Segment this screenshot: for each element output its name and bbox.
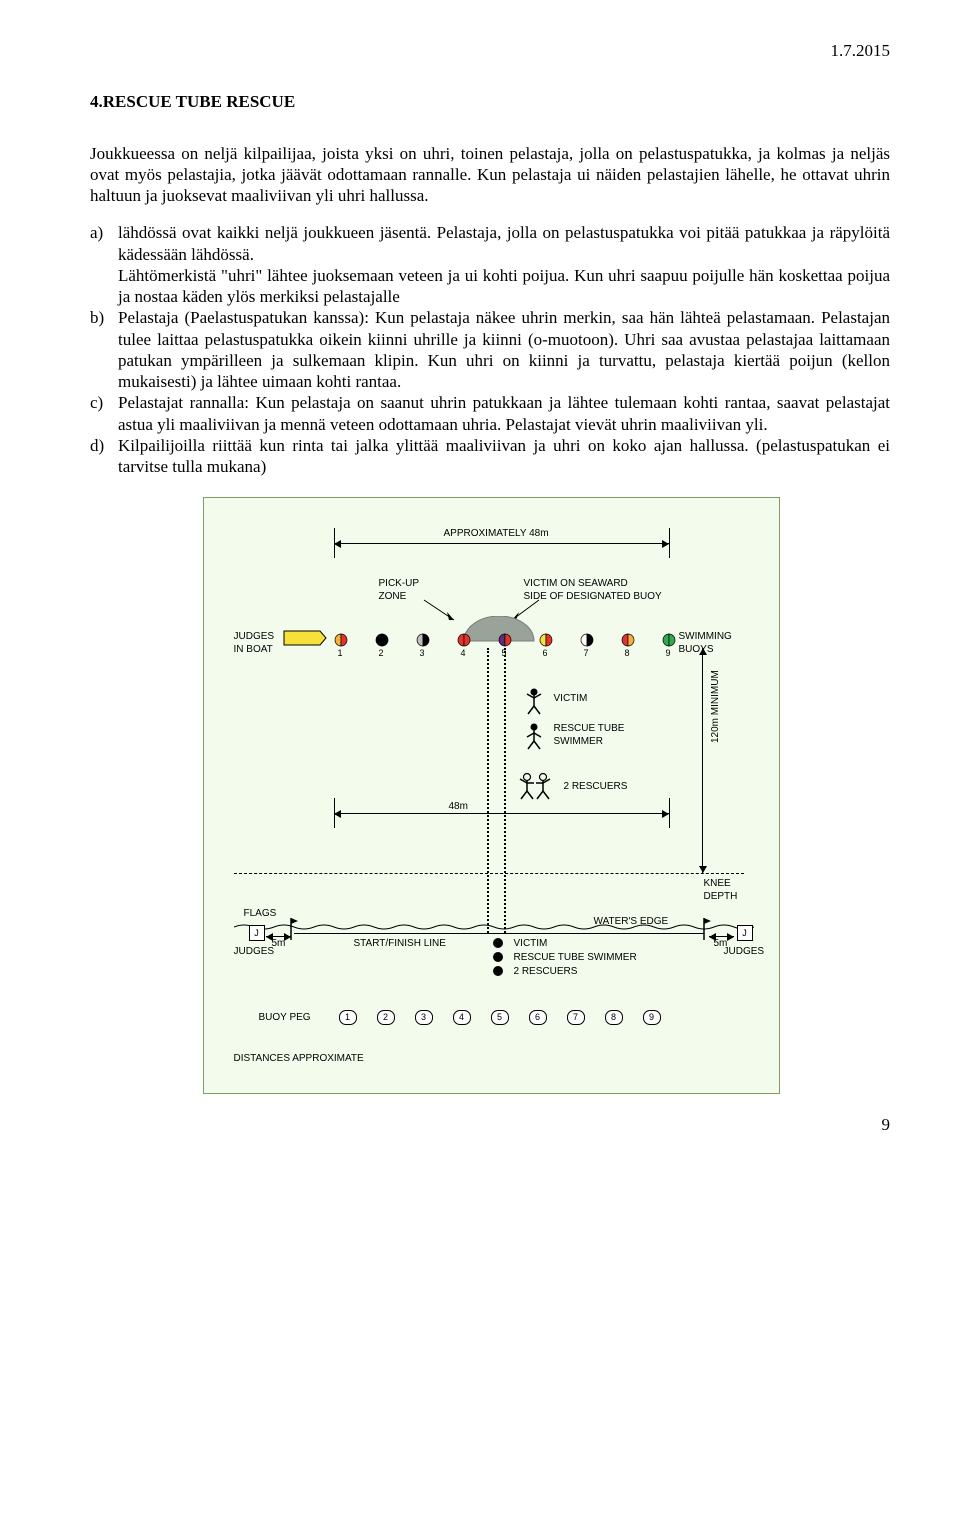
boat-icon bbox=[282, 629, 327, 647]
label-48m: 48m bbox=[449, 801, 468, 814]
dot-rts bbox=[493, 952, 503, 962]
rescue-diagram: APPROXIMATELY 48m PICK-UP ZONE VICTIM ON… bbox=[203, 497, 780, 1094]
peg: 5 bbox=[491, 1010, 509, 1025]
list-item-a: lähdössä ovat kaikki neljä joukkueen jäs… bbox=[90, 222, 890, 307]
peg: 8 bbox=[605, 1010, 623, 1025]
label-victim: VICTIM bbox=[554, 693, 588, 706]
buoy-icon bbox=[621, 633, 635, 647]
label-buoy-peg: BUOY PEG bbox=[259, 1012, 311, 1025]
label-judges-right: JUDGES bbox=[724, 946, 765, 959]
buoy-icon bbox=[498, 633, 512, 647]
list-item-d: Kilpailijoilla riittää kun rinta tai jal… bbox=[90, 435, 890, 478]
knee-depth-line bbox=[234, 873, 744, 874]
buoy-icon bbox=[334, 633, 348, 647]
diagram-container: APPROXIMATELY 48m PICK-UP ZONE VICTIM ON… bbox=[203, 497, 778, 1094]
label-victim-seaward: VICTIM ON SEAWARD SIDE OF DESIGNATED BUO… bbox=[524, 578, 662, 603]
label-5m-right: 5m bbox=[714, 938, 728, 951]
label-knee-depth: KNEE DEPTH bbox=[704, 878, 738, 903]
label-pickup-zone: PICK-UP ZONE bbox=[379, 578, 420, 603]
buoy-icon bbox=[539, 633, 553, 647]
peg: 7 bbox=[567, 1010, 585, 1025]
arrow-pickup bbox=[419, 598, 459, 628]
buoy-number: 8 bbox=[625, 648, 630, 659]
measure-5m-right bbox=[709, 936, 734, 937]
buoy-number: 2 bbox=[379, 648, 384, 659]
label-distances: DISTANCES APPROXIMATE bbox=[234, 1053, 364, 1066]
label-judges-left: JUDGES bbox=[234, 946, 275, 959]
label-rescue-tube-swimmer: RESCUE TUBE SWIMMER bbox=[554, 723, 625, 748]
measure-120m bbox=[702, 648, 703, 873]
intro-paragraph: Joukkueessa on neljä kilpailijaa, joista… bbox=[90, 143, 890, 207]
buoy-icon bbox=[662, 633, 676, 647]
dot-rescuers bbox=[493, 966, 503, 976]
peg: 9 bbox=[643, 1010, 661, 1025]
label-judges-boat: JUDGES IN BOAT bbox=[234, 631, 275, 656]
list-item-c: Pelastajat rannalla: Kun pelastaja on sa… bbox=[90, 392, 890, 435]
label-120m: 120m MINIMUM bbox=[710, 670, 723, 743]
buoy-number: 4 bbox=[461, 648, 466, 659]
page-number: 9 bbox=[90, 1114, 890, 1135]
victim-icon bbox=[524, 688, 544, 716]
buoy-number: 1 bbox=[338, 648, 343, 659]
buoy-number: 6 bbox=[543, 648, 548, 659]
label-victim-2: VICTIM bbox=[514, 938, 548, 951]
peg: 2 bbox=[377, 1010, 395, 1025]
buoy-icon bbox=[416, 633, 430, 647]
measure-48m-top bbox=[334, 543, 669, 544]
page-heading: 4.RESCUE TUBE RESCUE bbox=[90, 91, 890, 112]
buoy-icon bbox=[580, 633, 594, 647]
label-flags-left: FLAGS bbox=[244, 908, 277, 921]
label-5m-left: 5m bbox=[272, 938, 286, 951]
waters-edge-line bbox=[234, 923, 754, 931]
buoy-icon bbox=[457, 633, 471, 647]
measure-tick-right-2 bbox=[669, 798, 670, 828]
dotted-path-right bbox=[504, 648, 506, 933]
buoy-number: 9 bbox=[666, 648, 671, 659]
peg: 4 bbox=[453, 1010, 471, 1025]
list-item-b: Pelastaja (Paelastuspatukan kanssa): Kun… bbox=[90, 307, 890, 392]
flag-j-left: J bbox=[249, 925, 265, 941]
peg: 6 bbox=[529, 1010, 547, 1025]
label-approx-48m: APPROXIMATELY 48m bbox=[444, 528, 549, 541]
buoy-icon bbox=[375, 633, 389, 647]
label-two-rescuers: 2 RESCUERS bbox=[564, 781, 628, 794]
label-rescuers-2: 2 RESCUERS bbox=[514, 966, 578, 979]
dot-victim bbox=[493, 938, 503, 948]
label-start-finish: START/FINISH LINE bbox=[354, 938, 446, 951]
buoy-number: 3 bbox=[420, 648, 425, 659]
measure-tick-right bbox=[669, 528, 670, 558]
item-a-p1: lähdössä ovat kaikki neljä joukkueen jäs… bbox=[118, 223, 890, 263]
buoy-number: 7 bbox=[584, 648, 589, 659]
two-rescuers-icon bbox=[517, 773, 553, 803]
dotted-path-left bbox=[487, 648, 489, 933]
measure-5m-left bbox=[266, 936, 291, 937]
peg: 3 bbox=[415, 1010, 433, 1025]
lettered-list: lähdössä ovat kaikki neljä joukkueen jäs… bbox=[90, 222, 890, 477]
item-a-p2: Lähtömerkistä "uhri" lähtee juoksemaan v… bbox=[118, 266, 890, 306]
page-date: 1.7.2015 bbox=[90, 40, 890, 61]
rescue-swimmer-icon bbox=[524, 723, 544, 751]
peg: 1 bbox=[339, 1010, 357, 1025]
startfinish-solid bbox=[294, 933, 704, 934]
measure-48m-mid bbox=[334, 813, 669, 814]
flag-j-right: J bbox=[737, 925, 753, 941]
label-rts-2: RESCUE TUBE SWIMMER bbox=[514, 952, 637, 965]
